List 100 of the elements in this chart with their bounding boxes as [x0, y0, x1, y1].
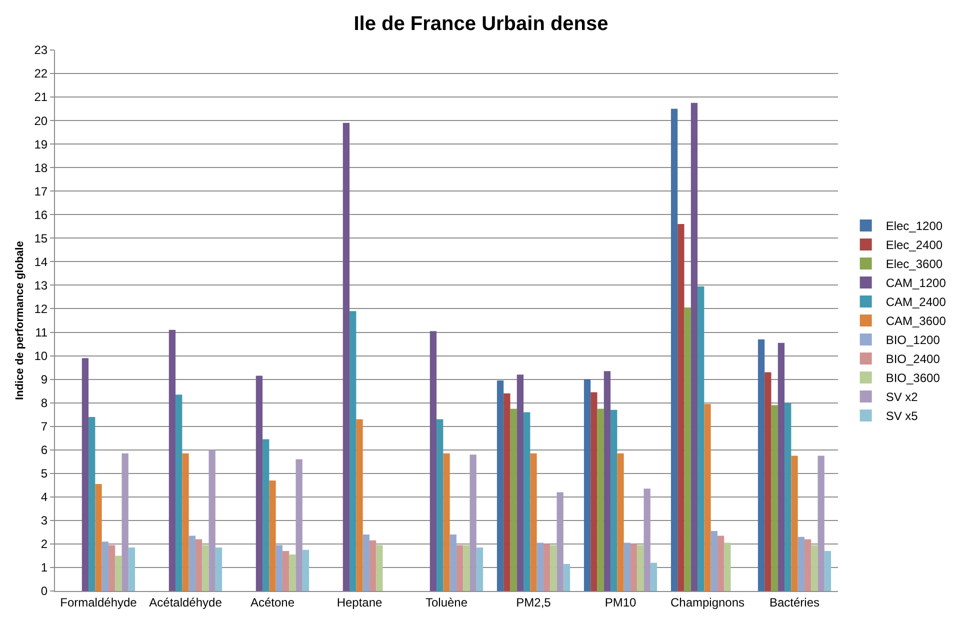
x-tick-label: PM2,5 — [516, 595, 552, 610]
y-tick-label: 21 — [34, 90, 48, 104]
bar — [168, 330, 176, 591]
y-axis-title: Indice de performance globale — [14, 241, 26, 400]
bar — [176, 394, 182, 591]
bar — [476, 547, 484, 591]
bar — [430, 331, 437, 591]
bar — [516, 374, 524, 591]
bar — [690, 102, 698, 591]
bar — [798, 536, 804, 591]
y-tick-label: 20 — [34, 114, 48, 128]
bar — [188, 536, 196, 591]
bar — [256, 376, 263, 591]
y-tick-label: 16 — [34, 208, 48, 222]
bar — [208, 450, 216, 591]
legend-label: CAM_2400 — [886, 295, 946, 310]
bar — [115, 556, 122, 591]
bar — [436, 419, 444, 591]
y-tick-label: 3 — [40, 514, 48, 528]
y-tick-label: 14 — [34, 254, 48, 269]
y-tick-label: 23 — [34, 43, 48, 58]
y-tick-label: 8 — [40, 396, 48, 410]
bar — [637, 545, 644, 591]
bar — [670, 108, 678, 591]
y-tick-label: 17 — [34, 184, 48, 198]
legend-label: Elec_3600 — [886, 257, 943, 272]
bar — [804, 539, 812, 591]
bar — [128, 547, 136, 591]
legend-label: SV x2 — [886, 390, 918, 404]
x-tick-label: Champignons — [670, 595, 745, 610]
bar — [624, 542, 630, 591]
bar — [710, 531, 718, 591]
bar — [276, 545, 282, 591]
bar — [604, 371, 611, 591]
legend-label: Elec_2400 — [886, 238, 943, 252]
bar — [269, 480, 276, 591]
bar — [530, 453, 537, 591]
y-tick-label: 19 — [34, 137, 48, 152]
bar — [610, 410, 618, 591]
bar — [362, 534, 370, 591]
y-tick-label: 12 — [34, 302, 48, 316]
bar — [597, 408, 604, 591]
bar — [764, 372, 772, 591]
bar — [771, 405, 778, 591]
bar — [470, 454, 476, 591]
bar — [536, 542, 544, 591]
bar — [818, 456, 824, 591]
bar — [350, 311, 356, 591]
y-tick-label: 2 — [40, 537, 48, 552]
legend-label: CAM_1200 — [886, 276, 946, 290]
bar — [302, 550, 310, 591]
bar — [202, 545, 209, 591]
y-tick-label: 1 — [40, 560, 48, 575]
x-tick-label: Formaldéhyde — [60, 595, 138, 610]
bar — [443, 453, 450, 591]
y-tick-label: 9 — [40, 372, 48, 386]
bar — [262, 439, 270, 591]
legend-label: BIO_3600 — [886, 371, 940, 386]
x-tick-label: Toluène — [425, 595, 468, 610]
bar — [108, 545, 116, 591]
y-tick-label: 13 — [34, 278, 48, 292]
x-tick-label: Bactéries — [769, 595, 820, 610]
bar — [296, 459, 302, 591]
bar — [450, 534, 456, 591]
y-tick-label: 4 — [40, 490, 48, 504]
legend-label: CAM_3600 — [886, 314, 946, 328]
legend-label: SV x5 — [886, 409, 918, 424]
x-tick-label: Acétone — [250, 595, 295, 610]
bar — [82, 358, 89, 591]
chart-title: Ile de France Urbain dense — [354, 12, 608, 35]
bar — [811, 545, 818, 591]
bar — [215, 547, 222, 591]
bar — [824, 551, 832, 591]
x-tick-label: Acétaldéhyde — [149, 595, 222, 610]
bar — [356, 419, 363, 591]
bar — [543, 544, 550, 591]
bar — [563, 564, 570, 591]
bar — [617, 453, 624, 591]
x-tick-label: PM10 — [604, 595, 636, 610]
bar — [182, 453, 189, 591]
bar — [342, 122, 350, 591]
bar — [678, 224, 684, 591]
bar — [95, 484, 102, 591]
bar — [550, 545, 557, 591]
bar — [289, 554, 296, 591]
y-tick-label: 10 — [34, 348, 48, 363]
bar — [778, 342, 785, 591]
bar — [791, 456, 798, 591]
y-tick-label: 18 — [34, 160, 48, 175]
bar — [784, 402, 792, 591]
bar — [282, 551, 290, 591]
legend-label: BIO_2400 — [886, 352, 940, 366]
bar — [496, 380, 504, 591]
y-tick-label: 15 — [34, 231, 48, 246]
bar — [195, 539, 202, 591]
y-tick-label: 22 — [34, 66, 48, 81]
bar — [102, 542, 108, 591]
bar — [758, 339, 765, 591]
bar — [376, 545, 383, 591]
bar — [698, 286, 704, 591]
